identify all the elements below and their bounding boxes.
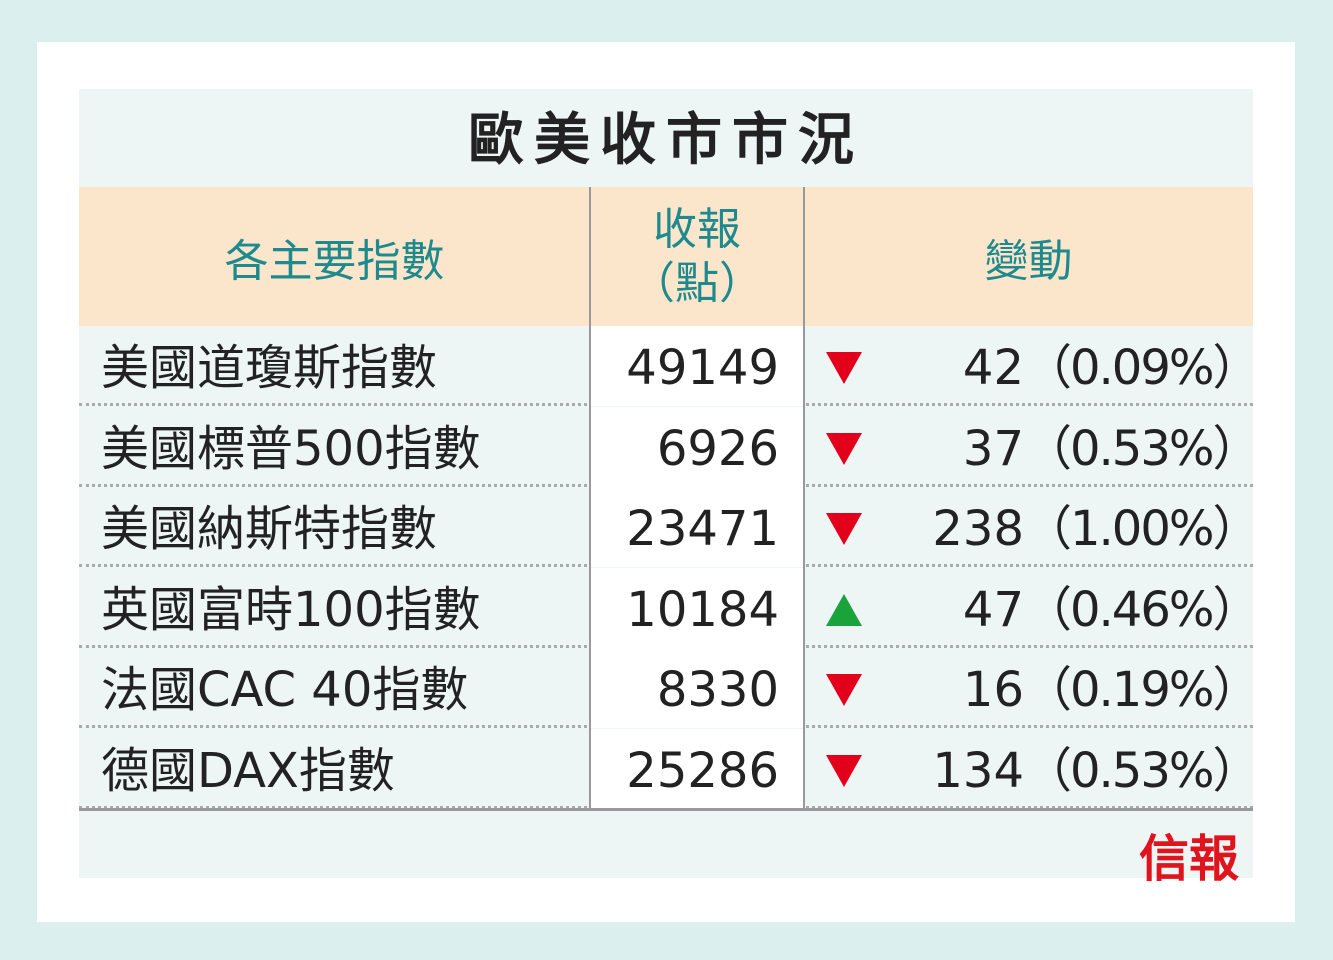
divider (803, 187, 805, 811)
direction-arrow (826, 352, 862, 384)
logo: 信報 (1139, 829, 1239, 888)
change-value: 42 (962, 340, 1024, 396)
arrow (826, 352, 862, 384)
index-name: 英國富時100指數 (101, 581, 481, 638)
change-percent: （0.46%） (1024, 581, 1260, 638)
cell-bg (591, 567, 804, 648)
cell-bg (591, 648, 804, 728)
change-value: 47 (962, 581, 1024, 638)
change-percent: （0.53%） (1024, 420, 1260, 477)
table-row: 美國道瓊斯指數 49149 42 （0.09%） (79, 326, 1260, 406)
table-row: 美國納斯特指數 23471 238 （1.00%） (79, 487, 1260, 567)
change-value: 16 (962, 662, 1024, 718)
direction-arrow (826, 754, 862, 787)
direction-arrow (826, 513, 862, 545)
table: 歐美收市市況 各主要指數 收報 （點） 變動 美國道瓊斯指數 49149 42 （0.0… (79, 89, 1260, 888)
index-name: 美國標普500指數 (101, 420, 481, 477)
close-value: 23471 (626, 501, 779, 557)
change-percent: （0.19%） (1024, 662, 1260, 718)
cell-bg (591, 326, 804, 406)
table-row: 英國富時100指數 10184 47 （0.46%） (79, 567, 1260, 648)
cell-bg (591, 728, 804, 809)
cell-bg (591, 487, 804, 567)
close-value: 10184 (626, 581, 779, 638)
header-text: 變動 (984, 235, 1073, 287)
close-value: 49149 (626, 340, 779, 396)
index-name: 美國納斯特指數 (101, 501, 438, 557)
direction-arrow (826, 432, 862, 465)
divider (589, 187, 591, 811)
index-name: 德國DAX指數 (101, 742, 395, 799)
table-row: 美國標普500指數 6926 37 （0.53%） (79, 406, 1260, 487)
close-value: 8330 (656, 662, 779, 718)
direction-arrow (826, 674, 862, 706)
change-percent: （0.53%） (1024, 742, 1260, 799)
bottom-rule (79, 808, 1253, 811)
arrow (826, 674, 862, 706)
change-value: 37 (962, 420, 1024, 477)
cell-bg (591, 406, 804, 487)
change-percent: （1.00%） (1024, 501, 1260, 557)
change-value: 134 (932, 742, 1024, 799)
arrow (826, 513, 862, 545)
header-cell: 各主要指數 (79, 187, 590, 326)
arrow (826, 432, 862, 465)
arrow (826, 754, 862, 787)
index-name: 法國CAC 40指數 (101, 662, 469, 718)
change-percent: （0.09%） (1024, 340, 1260, 396)
header-cell: 變動 (804, 187, 1253, 326)
title: 歐美收市市況 (468, 108, 864, 173)
header-cell: 收報 （點） (590, 187, 804, 326)
close-value: 6926 (656, 420, 779, 477)
index-name: 美國道瓊斯指數 (101, 340, 438, 396)
table-row: 法國CAC 40指數 8330 16 （0.19%） (79, 648, 1260, 728)
direction-arrow (826, 593, 862, 626)
header-row: 各主要指數 收報 （點） 變動 (79, 187, 1253, 326)
change-value: 238 (932, 501, 1024, 557)
header-text: （點） (631, 257, 763, 309)
close-value: 25286 (626, 742, 779, 799)
header-text: 各主要指數 (224, 235, 445, 287)
header-text: 收報 (653, 203, 741, 255)
arrow (826, 593, 862, 626)
table-row: 德國DAX指數 25286 134 （0.53%） (79, 728, 1260, 809)
